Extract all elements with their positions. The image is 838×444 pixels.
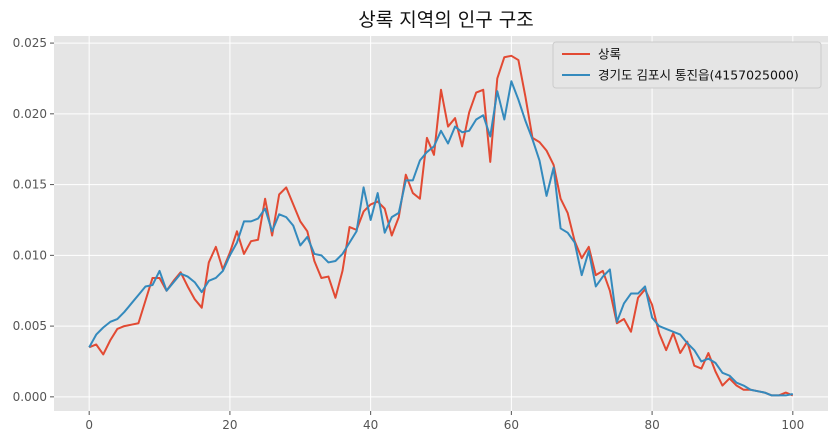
y-tick-label: 0.000 [13,390,47,404]
x-tick-label: 80 [644,418,659,432]
series-2 [88,80,794,397]
y-tick-label: 0.020 [13,107,47,121]
y-tick-label: 0.015 [13,178,47,192]
x-tick-label: 60 [504,418,519,432]
y-tick-label: 0.005 [13,319,47,333]
x-tick-label: 100 [781,418,804,432]
series-1 [88,54,794,397]
grid [54,36,828,411]
x-tick-label: 40 [363,418,378,432]
y-tick-label: 0.010 [13,248,47,262]
x-tick-label: 0 [85,418,93,432]
series-2-line [88,80,794,397]
chart-title: 상록 지역의 인구 구조 [358,9,533,31]
series-1-line [88,54,794,397]
y-axis: 0.000 0.005 0.010 0.015 0.020 0.025 [13,36,54,404]
y-tick-label: 0.025 [13,36,47,50]
x-axis: 0 20 40 60 80 100 [85,411,804,432]
series-layer [88,54,794,397]
legend-label: 상록 [598,47,621,62]
legend-box [552,41,822,89]
legend-label: 경기도 김포시 통진읍(4157025000) [598,68,799,83]
x-tick-label: 20 [222,418,237,432]
